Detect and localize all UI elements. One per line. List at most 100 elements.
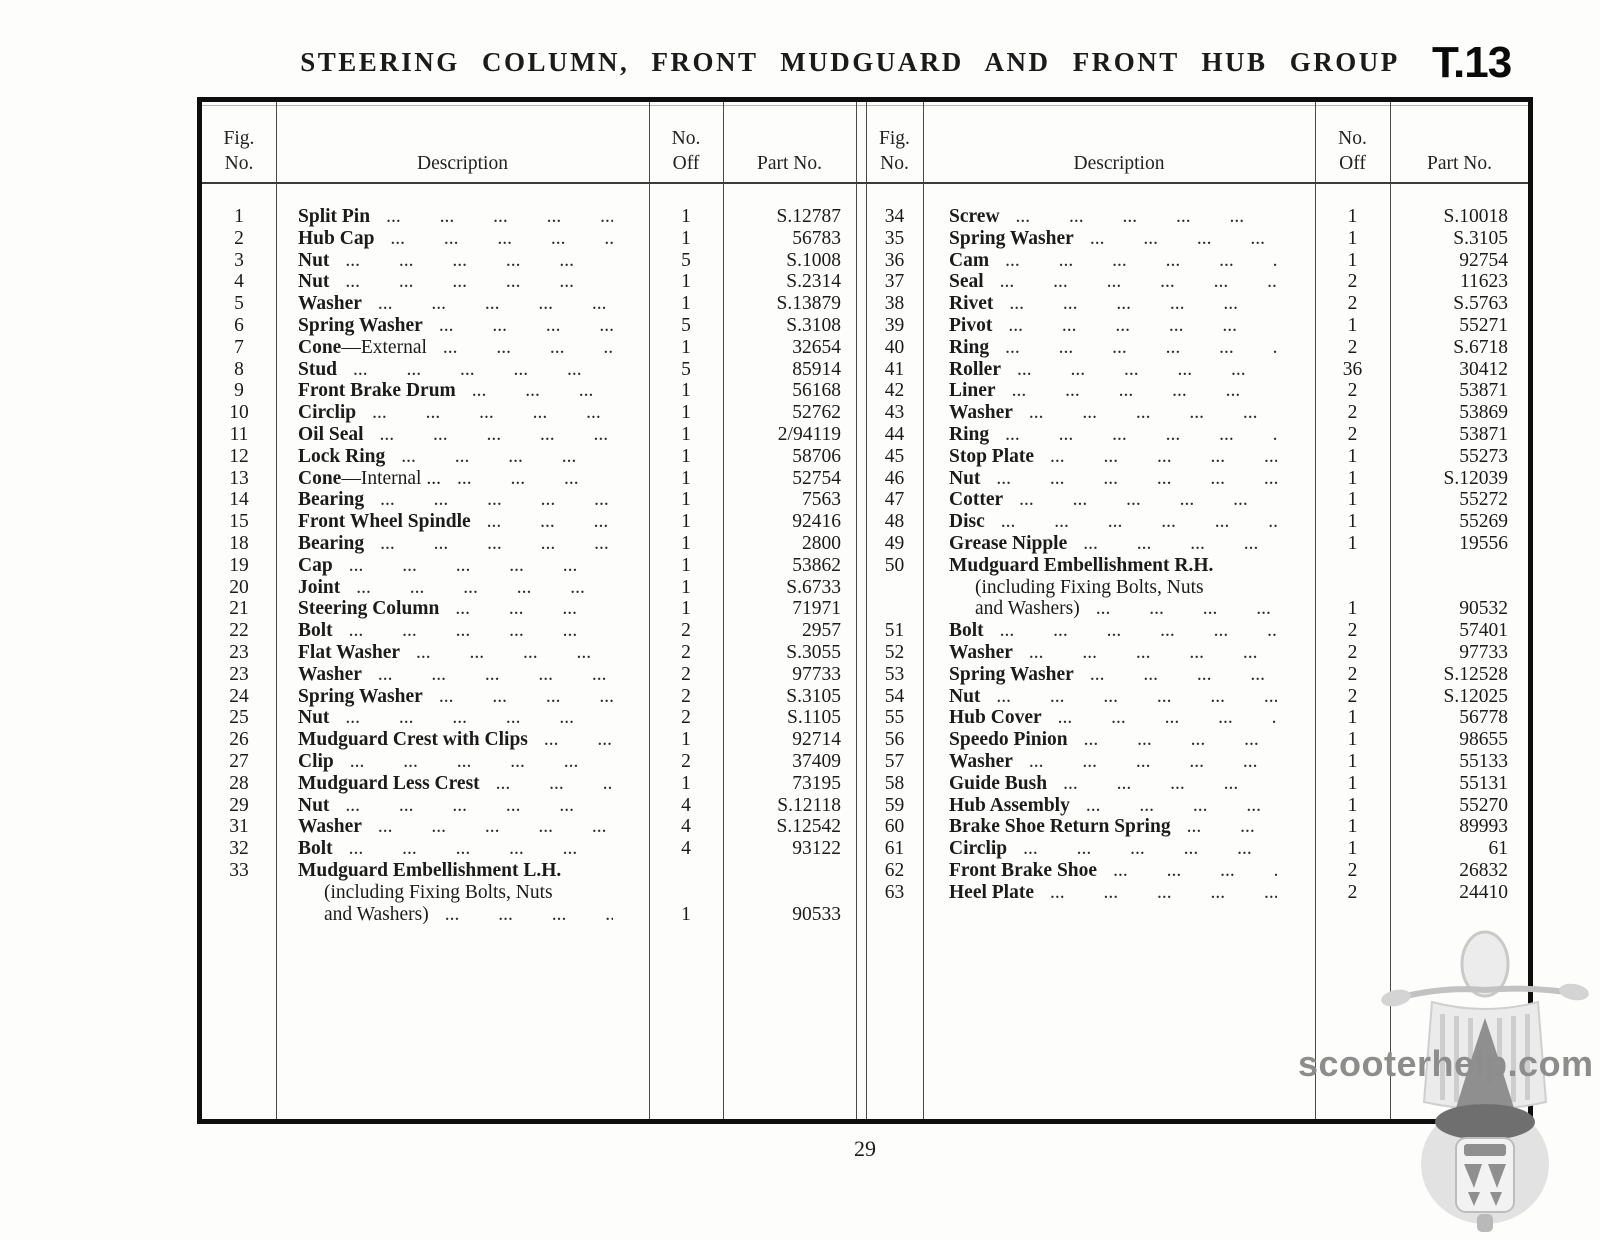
description-cell: Spring Washer ... ... ... ... ... ... ...… bbox=[923, 664, 1315, 686]
no-off-cell: 1 bbox=[1347, 772, 1358, 794]
no-off-cell: 1 bbox=[681, 423, 691, 445]
description-cell: Stud ... ... ... ... ... ... ... ... ... … bbox=[276, 359, 649, 381]
part-no-cell: 11623 bbox=[1459, 271, 1508, 293]
fig-no-cell: 45 bbox=[884, 445, 905, 467]
leader-dots: ... ... ... ... ... ... ... ... ... ... bbox=[1057, 707, 1277, 729]
leader-dots: ... ... ... ... ... ... ... ... ... ... bbox=[1083, 729, 1277, 751]
table-row: 1 Split Pin ... ... ... ... ... ... ... ..… bbox=[202, 206, 856, 228]
fig-no-cell: 49 bbox=[884, 532, 905, 554]
no-off-cell: 2 bbox=[1347, 685, 1358, 707]
description-cell: Bolt ... ... ... ... ... ... ... ... ... … bbox=[276, 620, 649, 642]
watermark-text: scooterhelp.com bbox=[1298, 1043, 1594, 1084]
table-row: 59 Hub Assembly ... ... ... ... ... ... ..… bbox=[866, 795, 1528, 817]
no-off-cell: 1 bbox=[1347, 227, 1358, 249]
fig-no-cell: 27 bbox=[229, 750, 249, 772]
part-no-cell: 98655 bbox=[1459, 729, 1508, 751]
description-cell: Cone—External ... ... ... ... ... ... ...… bbox=[276, 337, 649, 359]
table-row: and Washers) ... ... ... ... ... ... ... … bbox=[866, 598, 1528, 620]
description-cell: Cap ... ... ... ... ... ... ... ... ... .… bbox=[276, 555, 649, 577]
description-text: Nut bbox=[298, 249, 330, 271]
table-row: 34 Screw ... ... ... ... ... ... ... ... .… bbox=[866, 206, 1528, 228]
fig-no-cell: 43 bbox=[884, 402, 905, 424]
description-cell: Screw ... ... ... ... ... ... ... ... ...… bbox=[923, 206, 1315, 228]
leader-dots: ... ... ... ... ... ... ... ... ... ... bbox=[377, 663, 613, 685]
fig-no-cell: 48 bbox=[884, 511, 905, 533]
no-off-cell: 2 bbox=[1347, 380, 1358, 402]
table-row: 6 Spring Washer ... ... ... ... ... ... ..… bbox=[202, 315, 856, 337]
table-row: 51 Bolt ... ... ... ... ... ... ... ... ..… bbox=[866, 620, 1528, 642]
description-cell: Hub Cover ... ... ... ... ... ... ... ...… bbox=[923, 707, 1315, 729]
description-text: Spring Washer bbox=[949, 227, 1074, 249]
table-row: 52 Washer ... ... ... ... ... ... ... ... … bbox=[866, 642, 1528, 664]
leader-dots: ... ... ... ... ... ... ... ... ... ... bbox=[345, 249, 613, 271]
no-off-cell: 1 bbox=[681, 227, 691, 249]
leader-dots: ... ... ... ... ... ... ... ... ... ... bbox=[495, 772, 613, 794]
fig-no-cell: 21 bbox=[229, 598, 249, 620]
no-off-cell: 4 bbox=[681, 794, 691, 816]
description-cell: and Washers) ... ... ... ... ... ... ... … bbox=[276, 904, 649, 926]
fig-no-cell: 26 bbox=[229, 729, 249, 751]
description-cell: Nut ... ... ... ... ... ... ... ... ... .… bbox=[276, 795, 649, 817]
table-row: 13 Cone—Internal ... ... ... ... ... ... .… bbox=[202, 468, 856, 490]
table-row: 19 Cap ... ... ... ... ... ... ... ... ...… bbox=[202, 555, 856, 577]
description-text: Cone bbox=[298, 336, 342, 358]
fig-no-cell: 2 bbox=[234, 227, 244, 249]
no-off-cell: 1 bbox=[681, 729, 691, 751]
fig-no-cell: 10 bbox=[229, 402, 249, 424]
table-row: 50 Mudguard Embellishment R.H. bbox=[866, 555, 1528, 577]
table-row: 57 Washer ... ... ... ... ... ... ... ... … bbox=[866, 751, 1528, 773]
leader-dots: ... ... ... ... ... ... ... ... ... ... bbox=[999, 271, 1277, 293]
part-no-cell: 90532 bbox=[1459, 598, 1508, 620]
no-off-cell: 1 bbox=[681, 576, 691, 598]
description-text: Mudguard Embellishment L.H. bbox=[298, 859, 562, 881]
fig-no-cell: 8 bbox=[234, 358, 244, 380]
description-continuation: and Washers) bbox=[975, 598, 1080, 620]
part-no-cell: S.3105 bbox=[1453, 227, 1508, 249]
description-cell: Steering Column ... ... ... ... ... ... .… bbox=[276, 598, 649, 620]
leader-dots: ... ... ... ... ... ... ... ... ... ... bbox=[386, 206, 613, 227]
no-off-cell: 4 bbox=[681, 816, 691, 838]
no-off-cell: 2 bbox=[1347, 271, 1358, 293]
no-off-cell: 1 bbox=[1347, 249, 1358, 271]
table-row: 23 Flat Washer ... ... ... ... ... ... ...… bbox=[202, 642, 856, 664]
leader-dots: ... ... ... ... ... ... ... ... ... ... bbox=[455, 598, 613, 620]
leader-dots: ... ... ... ... ... ... ... ... ... ... bbox=[1028, 402, 1277, 424]
fig-no-cell: 23 bbox=[229, 641, 249, 663]
fig-no-cell: 59 bbox=[884, 794, 905, 816]
description-text: Hub Cap bbox=[298, 227, 375, 249]
fig-no-cell: 36 bbox=[884, 249, 905, 271]
table-row: 21 Steering Column ... ... ... ... ... ...… bbox=[202, 598, 856, 620]
table-row: 54 Nut ... ... ... ... ... ... ... ... ...… bbox=[866, 686, 1528, 708]
column-divider bbox=[649, 102, 651, 1119]
no-off-cell: 1 bbox=[681, 206, 691, 227]
part-no-cell: 56168 bbox=[792, 380, 841, 402]
description-text: Mudguard Crest with Clips bbox=[298, 729, 528, 751]
description-text: Cone bbox=[298, 467, 342, 489]
part-no-cell: 53871 bbox=[1459, 423, 1508, 445]
no-off-cell: 2 bbox=[1347, 881, 1358, 903]
description-text: Bolt bbox=[949, 620, 984, 642]
description-text: Roller bbox=[949, 358, 1001, 380]
part-no-cell: S.12118 bbox=[777, 794, 841, 816]
table-row: 29 Nut ... ... ... ... ... ... ... ... ...… bbox=[202, 795, 856, 817]
table-row: 22 Bolt ... ... ... ... ... ... ... ... ..… bbox=[202, 620, 856, 642]
leader-dots: ... ... ... ... ... ... ... ... ... ... bbox=[1028, 641, 1277, 663]
table-row: 46 Nut ... ... ... ... ... ... ... ... ...… bbox=[866, 468, 1528, 490]
center-double-rule-right bbox=[866, 102, 868, 1119]
fig-no-cell: 20 bbox=[229, 576, 249, 598]
fig-no-cell: 28 bbox=[229, 772, 249, 794]
leader-dots: ... ... ... ... ... ... ... ... ... ... bbox=[1089, 227, 1277, 249]
fig-no-cell: 3 bbox=[234, 249, 244, 271]
leader-dots: ... ... ... ... ... ... ... ... ... ... bbox=[353, 358, 613, 380]
description-text: Disc bbox=[949, 511, 985, 533]
description-cell: Stop Plate ... ... ... ... ... ... ... ..… bbox=[923, 446, 1315, 468]
column-divider bbox=[1315, 102, 1317, 1119]
table-row: 5 Washer ... ... ... ... ... ... ... ... .… bbox=[202, 293, 856, 315]
table-row: 28 Mudguard Less Crest ... ... ... ... ...… bbox=[202, 773, 856, 795]
description-cell: Nut ... ... ... ... ... ... ... ... ... .… bbox=[923, 686, 1315, 708]
leader-dots: ... ... ... ... ... ... ... ... ... ... bbox=[486, 511, 613, 533]
description-text: Nut bbox=[298, 271, 330, 293]
description-cell: Speedo Pinion ... ... ... ... ... ... ...… bbox=[923, 729, 1315, 751]
part-no-cell: S.13879 bbox=[776, 293, 841, 315]
part-no-cell: 89993 bbox=[1459, 816, 1508, 838]
